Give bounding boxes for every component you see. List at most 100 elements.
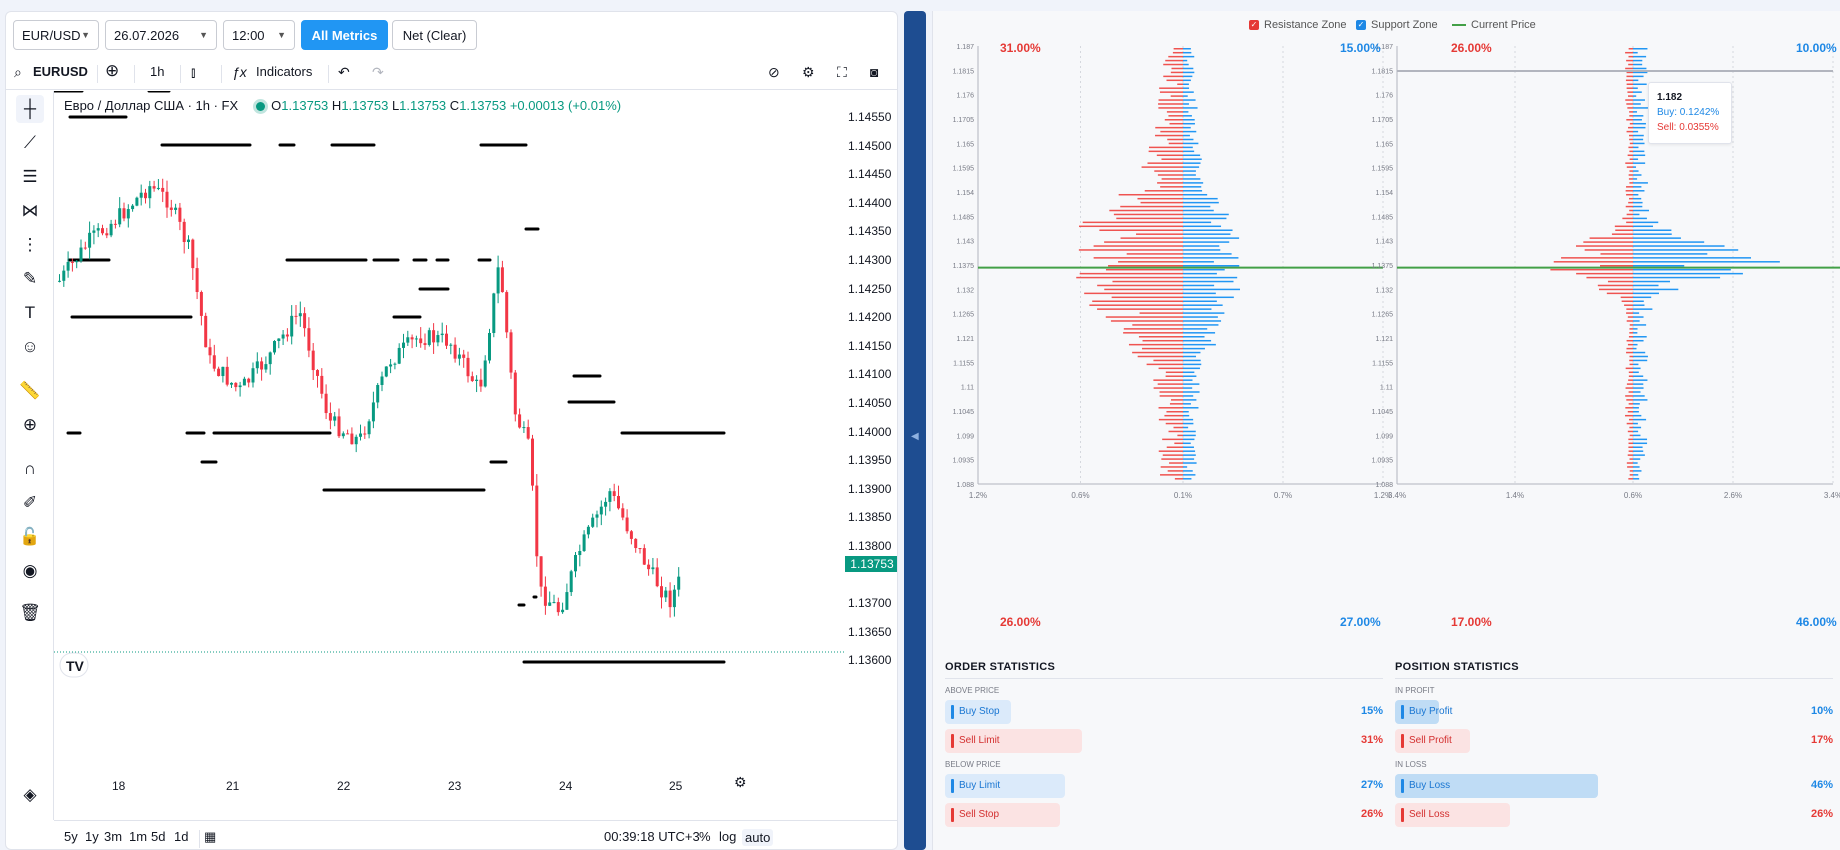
support-bar[interactable]	[1183, 178, 1201, 180]
resistance-bar[interactable]	[1109, 209, 1183, 212]
support-bar[interactable]	[1183, 209, 1214, 212]
support-bar[interactable]	[1183, 371, 1195, 374]
support-bar[interactable]	[1633, 71, 1648, 74]
support-bar[interactable]	[1183, 261, 1214, 263]
resistance-bar[interactable]	[1159, 391, 1183, 393]
support-bar[interactable]	[1633, 391, 1641, 393]
resistance-bar[interactable]	[1628, 174, 1633, 176]
resistance-bar[interactable]	[1158, 103, 1183, 105]
resistance-bar[interactable]	[1626, 130, 1633, 133]
support-bar[interactable]	[1633, 434, 1641, 437]
resistance-bar[interactable]	[1628, 63, 1633, 66]
resistance-bar[interactable]	[1110, 320, 1183, 322]
resistance-bar[interactable]	[1160, 130, 1183, 133]
resistance-bar[interactable]	[1164, 414, 1183, 417]
resistance-bar[interactable]	[1629, 359, 1633, 362]
resistance-bar[interactable]	[1625, 367, 1633, 370]
resistance-bar[interactable]	[1627, 454, 1633, 456]
resistance-bar[interactable]	[1629, 182, 1633, 184]
support-bar[interactable]	[1633, 83, 1647, 86]
support-bar[interactable]	[1183, 430, 1196, 433]
resistance-bar[interactable]	[1158, 99, 1183, 101]
support-bar[interactable]	[1633, 446, 1643, 448]
order-book-charts[interactable]: 1.2% 0.6% 0.1% 0.7% 1.2% 1.187 1.1815 1.176 1.17…	[933, 11, 1840, 641]
resistance-bar[interactable]	[1132, 351, 1183, 354]
support-bar[interactable]	[1633, 107, 1648, 109]
resistance-bar[interactable]	[1078, 249, 1183, 251]
indicators-button[interactable]: Indicators	[256, 64, 313, 79]
resistance-bar[interactable]	[1171, 67, 1183, 70]
resistance-bar[interactable]	[1624, 304, 1633, 306]
support-bar[interactable]	[1633, 355, 1648, 358]
support-bar[interactable]	[1633, 458, 1641, 460]
support-bar[interactable]	[1183, 324, 1219, 326]
camera-icon[interactable]: ◙	[870, 64, 879, 80]
support-bar[interactable]	[1183, 474, 1196, 476]
resistance-bar[interactable]	[1105, 268, 1183, 271]
resistance-bar[interactable]	[1629, 458, 1633, 460]
support-bar[interactable]	[1183, 446, 1194, 448]
resistance-bar[interactable]	[1168, 142, 1183, 145]
support-bar[interactable]	[1633, 99, 1645, 101]
support-bar[interactable]	[1633, 241, 1705, 243]
resistance-bar[interactable]	[1108, 265, 1183, 267]
resistance-bar[interactable]	[1170, 399, 1183, 401]
resistance-bar[interactable]	[1626, 320, 1633, 322]
support-bar[interactable]	[1183, 304, 1223, 306]
resistance-bar[interactable]	[1084, 292, 1183, 295]
support-bar[interactable]	[1633, 265, 1685, 267]
range-button-1d[interactable]: 1d	[174, 829, 189, 844]
resistance-bar[interactable]	[1611, 233, 1633, 235]
support-bar[interactable]	[1183, 107, 1198, 109]
support-bar[interactable]	[1183, 245, 1220, 247]
resistance-bar[interactable]	[1142, 339, 1183, 342]
resistance-bar[interactable]	[1162, 454, 1183, 456]
support-bar[interactable]	[1183, 91, 1194, 93]
support-bar[interactable]	[1183, 150, 1195, 153]
support-bar[interactable]	[1633, 407, 1639, 409]
support-bar[interactable]	[1183, 146, 1193, 149]
resistance-bar[interactable]	[1161, 178, 1183, 180]
resistance-bar[interactable]	[1160, 474, 1183, 476]
resistance-bar[interactable]	[1123, 328, 1183, 330]
resistance-bar[interactable]	[1629, 470, 1633, 472]
resistance-bar[interactable]	[1169, 462, 1183, 464]
support-bar[interactable]	[1633, 371, 1639, 374]
support-bar[interactable]	[1633, 359, 1648, 362]
resistance-bar[interactable]	[1575, 245, 1633, 247]
resistance-bar[interactable]	[1163, 75, 1183, 78]
support-bar[interactable]	[1633, 339, 1644, 342]
resistance-bar[interactable]	[1166, 111, 1183, 113]
resistance-bar[interactable]	[1168, 115, 1183, 117]
support-bar[interactable]	[1633, 308, 1653, 310]
support-bar[interactable]	[1183, 359, 1201, 362]
support-bar[interactable]	[1183, 63, 1189, 66]
resistance-bar[interactable]	[1168, 55, 1183, 58]
resistance-bar[interactable]	[1089, 304, 1183, 306]
resistance-bar[interactable]	[1105, 316, 1183, 318]
support-bar[interactable]	[1633, 403, 1640, 405]
support-bar[interactable]	[1633, 343, 1638, 346]
resistance-bar[interactable]	[1625, 162, 1633, 164]
support-bar[interactable]	[1183, 197, 1218, 200]
resistance-bar[interactable]	[1626, 462, 1633, 464]
resistance-bar[interactable]	[1625, 407, 1633, 409]
support-bar[interactable]	[1633, 430, 1639, 433]
support-bar[interactable]	[1633, 130, 1639, 133]
support-bar[interactable]	[1633, 418, 1647, 421]
support-bar[interactable]	[1633, 296, 1652, 299]
percent-toggle[interactable]: %	[699, 829, 711, 844]
support-bar[interactable]	[1183, 332, 1216, 334]
support-bar[interactable]	[1633, 450, 1644, 452]
resistance-bar[interactable]	[1628, 379, 1633, 381]
resistance-bar[interactable]	[1626, 87, 1633, 89]
support-bar[interactable]	[1183, 458, 1195, 460]
interval-button[interactable]: 1h	[150, 64, 165, 79]
resistance-bar[interactable]	[1168, 430, 1183, 433]
resistance-bar[interactable]	[1160, 466, 1183, 468]
resistance-bar[interactable]	[1607, 280, 1633, 283]
resistance-bar[interactable]	[1627, 343, 1633, 346]
resistance-bar[interactable]	[1161, 458, 1183, 460]
support-bar[interactable]	[1633, 221, 1659, 224]
resistance-bar[interactable]	[1153, 359, 1183, 362]
